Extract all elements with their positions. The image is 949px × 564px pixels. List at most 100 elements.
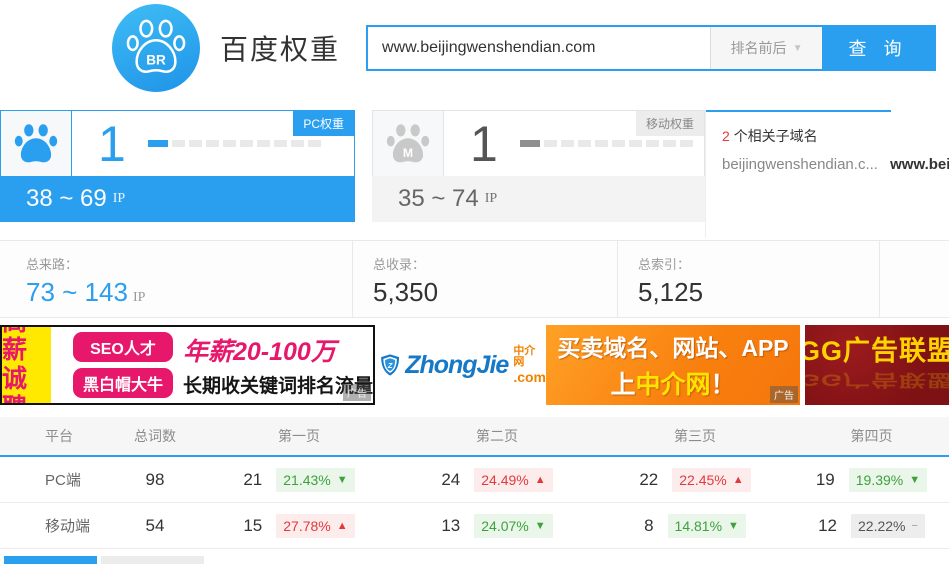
stat-unit: IP bbox=[132, 290, 146, 305]
table-row-pc: PC端 98 21 21.43% ▼ 24 24.49% ▲ 22 22.45% ▲ bbox=[0, 457, 949, 503]
page4-cell: 19 19.39% ▼ bbox=[794, 467, 949, 492]
page3-cell: 8 14.81% ▼ bbox=[596, 513, 794, 538]
stats-row: 总来路： 73 ~ 143 IP 总收录： 5,350 总索引： 5,125 bbox=[0, 240, 949, 318]
weight-cards-row: 1 PC权重 38 ~ 69 IP bbox=[0, 110, 949, 238]
pc-weight-card: 1 PC权重 38 ~ 69 IP bbox=[0, 110, 355, 238]
zhongjie-logo: Z ZhongJie 中介网 .com bbox=[380, 325, 546, 405]
bottom-tab-idle[interactable] bbox=[101, 556, 204, 564]
col-header-page4: 第四页 bbox=[850, 428, 893, 444]
mobile-ip-unit: IP bbox=[484, 191, 498, 206]
mobile-weight-badge: 移动权重 bbox=[635, 111, 704, 136]
mobile-score-area: 1 bbox=[444, 111, 704, 176]
query-button[interactable]: 查 询 bbox=[822, 27, 935, 69]
zhongjie-line2: 上中介网！ bbox=[610, 371, 736, 399]
paw-outline-icon: BR bbox=[126, 19, 186, 73]
gg-alliance-reflection: GG广告联盟 bbox=[805, 371, 949, 389]
svg-text:Z: Z bbox=[387, 361, 393, 370]
hiring-yellow-block: 高薪 诚聘 bbox=[2, 327, 51, 403]
pct-badge: 21.43% ▼ bbox=[276, 467, 355, 492]
pc-paw-icon bbox=[1, 111, 72, 176]
keyword-rank-table: 平台 总词数 第一页 第二页 第三页 第四页 PC端 98 21 21.43% ▼… bbox=[0, 417, 949, 549]
stat-total-indexed: 总收录： 5,350 bbox=[353, 241, 618, 317]
header: BR 百度权重 排名前后 ▼ 查 询 bbox=[0, 0, 949, 96]
related-subdomains-panel: 2 个相关子域名 beijingwenshendian.c... www.bei… bbox=[705, 110, 949, 238]
table-row-mobile: 移动端 54 15 27.78% ▲ 13 24.07% ▼ 8 14.81% ▼ bbox=[0, 503, 949, 549]
pct-badge: 24.49% ▲ bbox=[474, 467, 553, 492]
mobile-icon-letter: M bbox=[403, 145, 413, 159]
subdomain-count-label: 个相关子域名 bbox=[733, 128, 818, 144]
mobile-weight-score: 1 bbox=[470, 115, 498, 172]
domain-search-input[interactable] bbox=[368, 27, 711, 69]
stat-total-referrals: 总来路： 73 ~ 143 IP bbox=[0, 241, 353, 317]
stat-label: 总来路： bbox=[26, 257, 79, 272]
hiring-subline: 长期收关键词排名流量 bbox=[182, 376, 373, 397]
ad-tag: 广告 bbox=[343, 384, 371, 401]
pc-weight-score: 1 bbox=[98, 115, 126, 172]
trend-up-icon: ▲ bbox=[336, 519, 348, 532]
ad-banner-zhongjie[interactable]: Z ZhongJie 中介网 .com 买卖域名、网站、APP 上中介网！ 广告 bbox=[380, 325, 800, 405]
stat-empty bbox=[880, 241, 906, 317]
mobile-ip-range: 35 ~ 74 IP bbox=[372, 176, 705, 222]
search-bar: 排名前后 ▼ 查 询 bbox=[366, 25, 937, 71]
mobile-ip-value: 35 ~ 74 bbox=[398, 185, 479, 212]
logo-br-text: BR bbox=[146, 52, 166, 67]
stat-total-index: 总索引： 5,125 bbox=[618, 241, 880, 317]
col-header-total-words: 总词数 bbox=[134, 428, 176, 444]
bottom-tab-active[interactable] bbox=[4, 556, 97, 564]
ad-banner-row: 高薪 诚聘 SEO人才 黑白帽大牛 年薪20-100万 长期收关键词排名流量 广… bbox=[0, 325, 949, 405]
pct-badge: 19.39% ▼ bbox=[848, 467, 928, 492]
mobile-progress-bar bbox=[519, 140, 693, 147]
platform-cell: 移动端 bbox=[45, 518, 91, 535]
zhongjie-line1: 买卖域名、网站、APP bbox=[557, 335, 789, 361]
page4-cell: 12 22.22% − bbox=[794, 513, 949, 538]
rank-order-dropdown[interactable]: 排名前后 ▼ bbox=[710, 27, 823, 69]
gg-alliance-text: GG广告联盟 bbox=[805, 336, 949, 366]
page1-cell: 21 21.43% ▼ bbox=[200, 467, 398, 492]
col-header-page2: 第二页 bbox=[476, 428, 518, 444]
ad-banner-seo-hiring[interactable]: 高薪 诚聘 SEO人才 黑白帽大牛 年薪20-100万 长期收关键词排名流量 广… bbox=[0, 325, 375, 405]
trend-down-icon: ▼ bbox=[909, 473, 921, 486]
hiring-pills: SEO人才 黑白帽大牛 bbox=[51, 327, 173, 403]
ad-banner-gg-alliance[interactable]: GG广告联盟 GG广告联盟 bbox=[805, 325, 949, 405]
pc-weight-upper: 1 PC权重 bbox=[0, 110, 355, 176]
subdomain-count-line: 2 个相关子域名 bbox=[722, 126, 949, 146]
ad-tag: 广告 bbox=[770, 386, 798, 403]
pc-weight-badge: PC权重 bbox=[293, 111, 354, 136]
stat-value: 5,125 bbox=[638, 277, 704, 307]
page3-cell: 22 22.45% ▲ bbox=[596, 467, 794, 492]
pc-progress-bar bbox=[147, 140, 321, 147]
br-paw-logo: BR bbox=[112, 4, 200, 92]
platform-cell: PC端 bbox=[45, 472, 81, 489]
pc-ip-unit: IP bbox=[112, 191, 126, 206]
col-header-page3: 第三页 bbox=[674, 428, 716, 444]
pc-ip-value: 38 ~ 69 bbox=[26, 185, 107, 212]
subdomain-link-2[interactable]: www.beij bbox=[890, 156, 949, 173]
page-title: 百度权重 bbox=[220, 34, 341, 65]
trend-flat-icon: − bbox=[911, 519, 918, 532]
pct-badge: 14.81% ▼ bbox=[667, 513, 746, 538]
hiring-text: 年薪20-100万 长期收关键词排名流量 bbox=[173, 327, 373, 403]
trend-down-icon: ▼ bbox=[728, 519, 739, 532]
col-header-page1: 第一页 bbox=[278, 428, 320, 444]
total-words-cell: 54 bbox=[145, 515, 165, 535]
subdomain-link-1[interactable]: beijingwenshendian.c... bbox=[722, 156, 878, 173]
zhongjie-suffix: 中介网 .com bbox=[513, 345, 546, 385]
trend-up-icon: ▲ bbox=[534, 473, 546, 486]
subdomain-count: 2 bbox=[722, 128, 730, 144]
trend-down-icon: ▼ bbox=[336, 473, 348, 486]
pc-ip-range: 38 ~ 69 IP bbox=[0, 176, 355, 222]
pct-badge: 22.45% ▲ bbox=[672, 467, 751, 492]
page2-cell: 24 24.49% ▲ bbox=[398, 467, 596, 492]
mobile-paw-icon: M bbox=[373, 111, 444, 176]
page1-cell: 15 27.78% ▲ bbox=[200, 513, 398, 538]
mobile-weight-card: M 1 移动权重 35 ~ 74 IP bbox=[372, 110, 705, 238]
subdomain-list: beijingwenshendian.c... www.beij bbox=[722, 156, 949, 173]
pc-score-area: 1 bbox=[72, 111, 354, 176]
trend-down-icon: ▼ bbox=[534, 519, 546, 532]
zhongjie-slogan: 买卖域名、网站、APP 上中介网！ bbox=[546, 325, 800, 405]
col-header-platform: 平台 bbox=[45, 428, 73, 444]
mobile-weight-upper: M 1 移动权重 bbox=[372, 110, 705, 176]
hiring-headline: 年薪20-100万 bbox=[182, 338, 336, 366]
shield-icon: Z bbox=[381, 354, 400, 376]
